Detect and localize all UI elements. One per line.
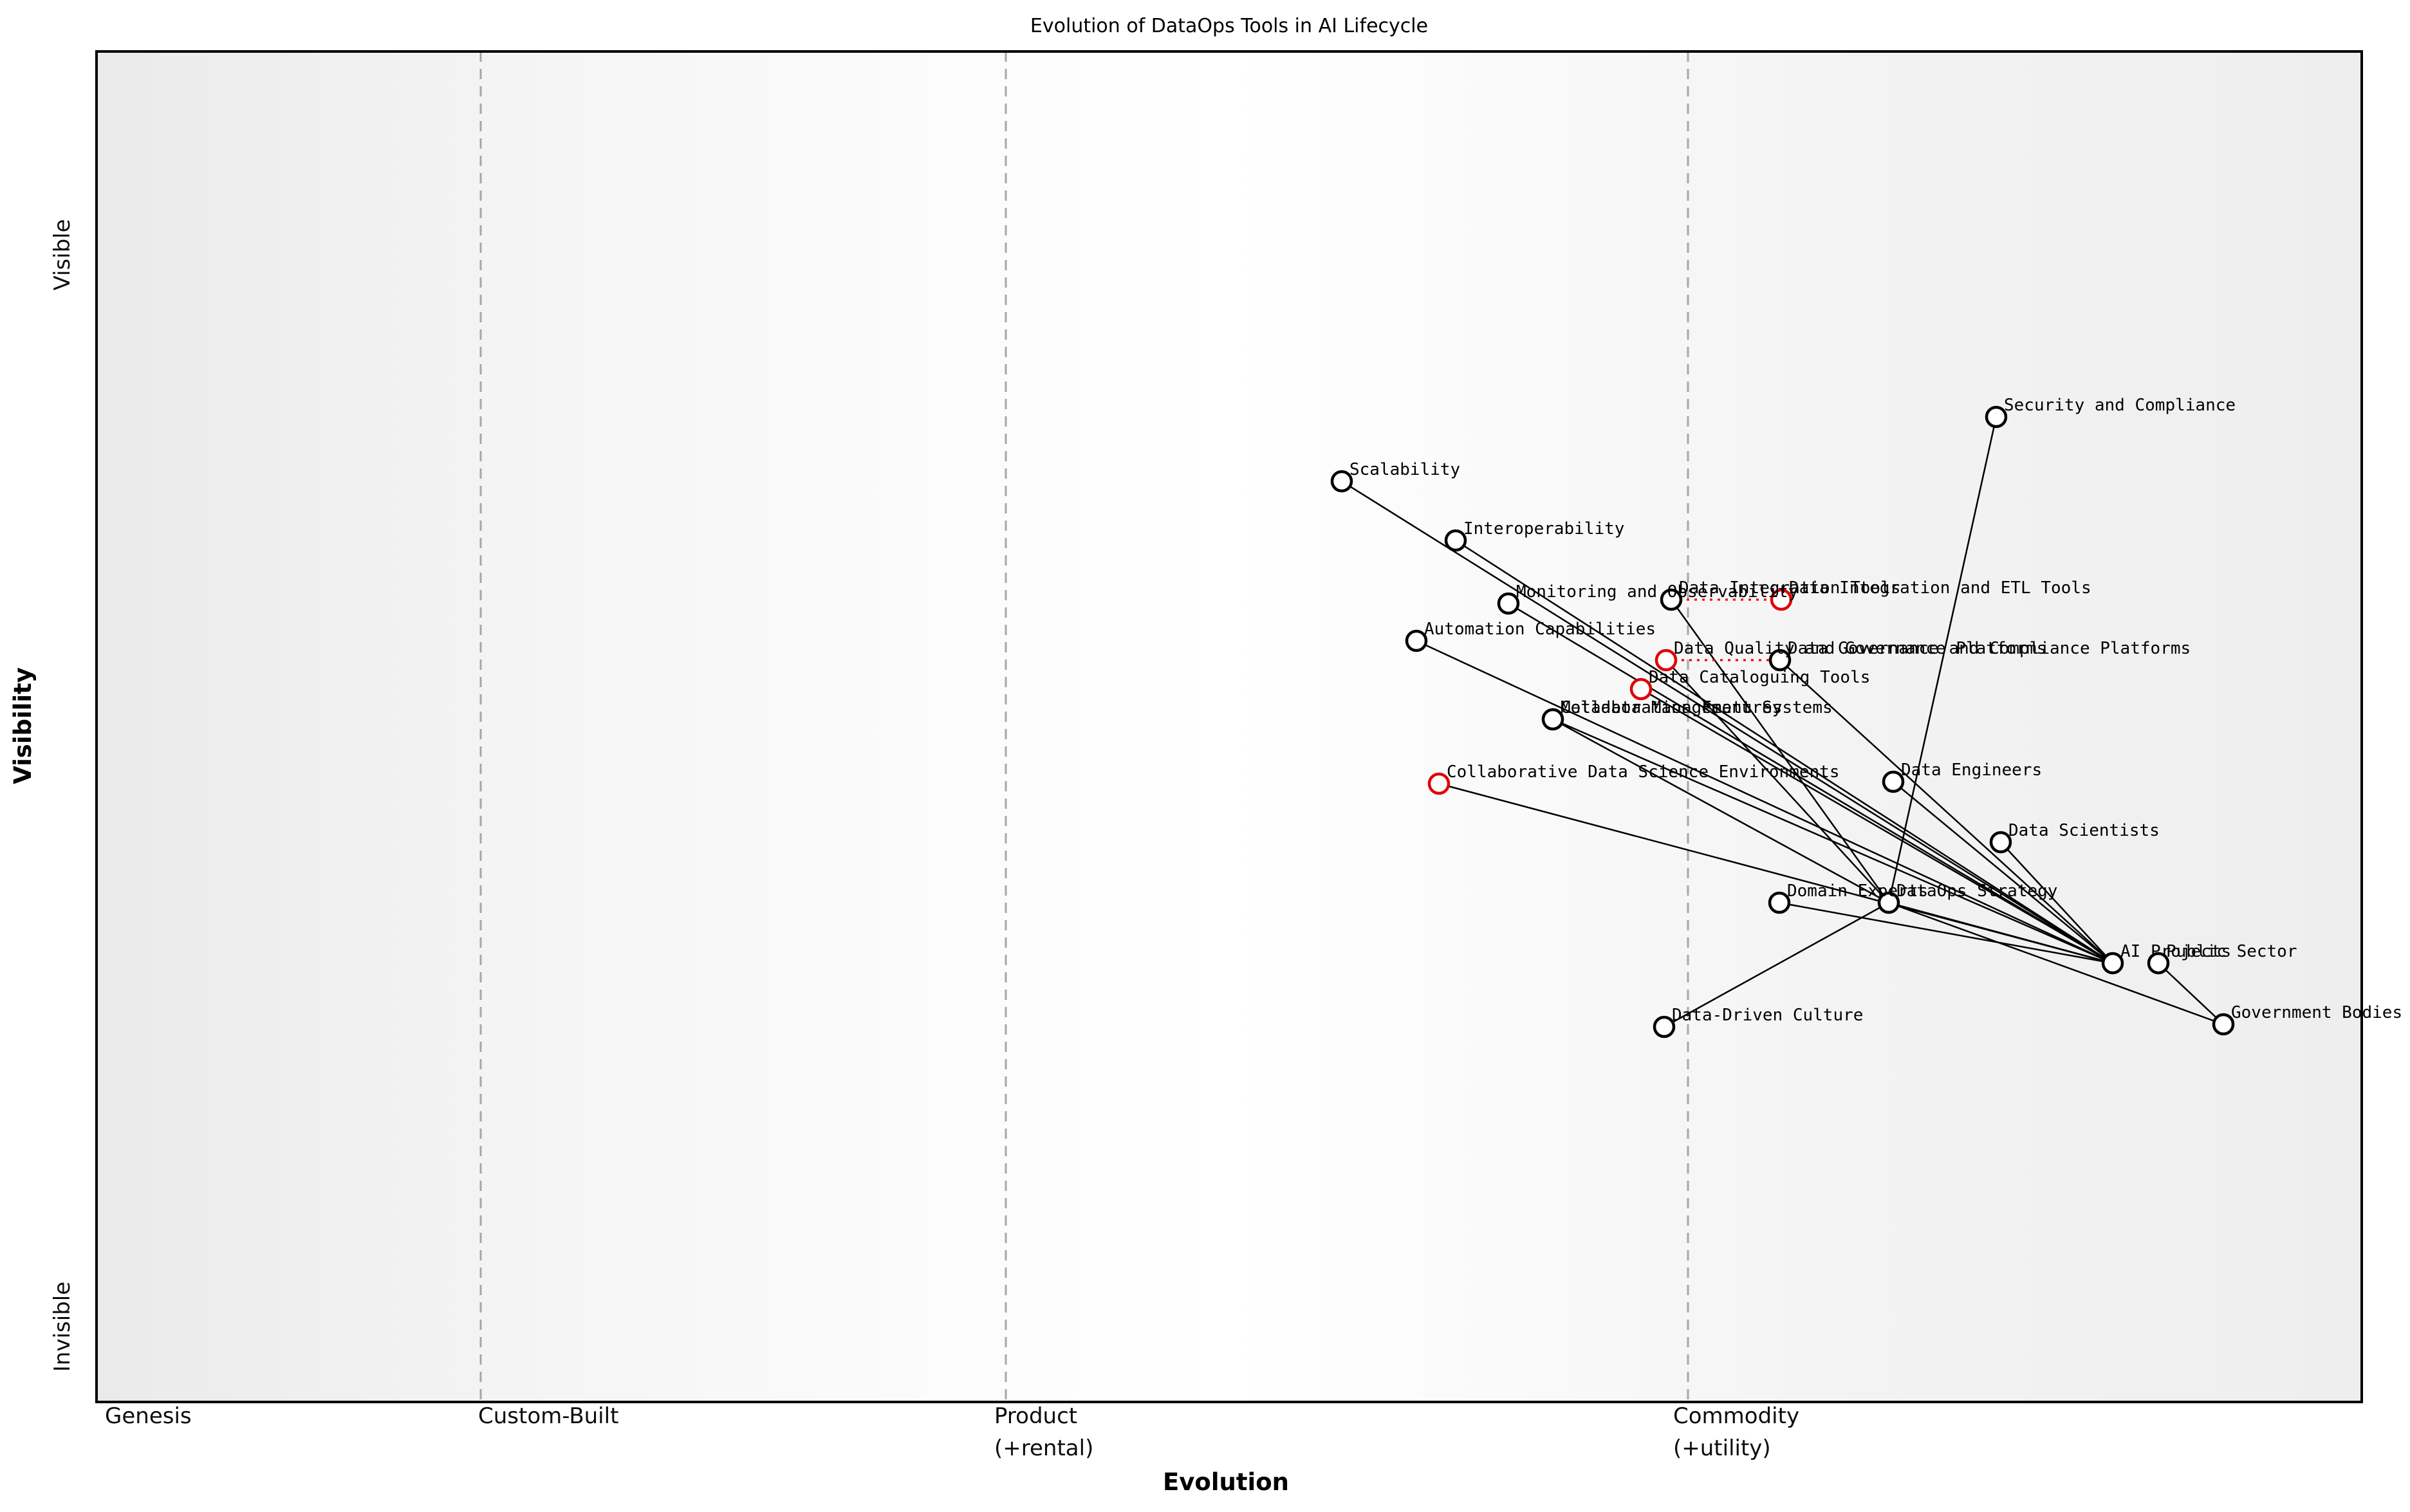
node-data-integration-and-etl-tools (1770, 588, 1793, 611)
edge (1416, 640, 2113, 964)
plot-border (95, 50, 2363, 1403)
edge (1552, 718, 1889, 904)
node-data-engineers (1882, 770, 1905, 793)
edge (1779, 901, 2113, 964)
stage-sublabel: (+rental) (994, 1435, 1093, 1461)
y-tick-invisible: Invisible (50, 1282, 75, 1372)
stage-boundary-lines (479, 51, 1689, 1402)
edge (1640, 688, 2113, 964)
node-label: Monitoring and Observability (1516, 582, 1798, 602)
node-data-integration-tools (1660, 588, 1683, 611)
node-labels: Security and Compliance Scalability Intero… (1349, 396, 2402, 1025)
stage-label: Product (994, 1403, 1077, 1429)
node-label: Data-Driven Culture (1672, 1006, 1863, 1025)
dependency-edges (1341, 416, 2224, 1028)
y-tick-visible: Visible (50, 219, 75, 290)
node-security-and-compliance (1985, 405, 2008, 429)
node-label: Metadata Management Systems (1561, 698, 1833, 717)
node-label: Collaborative Data Science Environments (1447, 762, 1839, 782)
edge (1665, 659, 1889, 903)
edge (1888, 901, 2113, 964)
edge (1887, 416, 1998, 903)
x-axis-stage-labels: Genesis Custom-Built Product (+rental) Commo… (105, 1403, 1799, 1461)
node-dataops-strategy (1877, 891, 1900, 914)
node-label: Data Quality and Governance Platforms (1674, 639, 2046, 658)
node-label: Data Scientists (2008, 821, 2160, 840)
y-axis-title: Visibility (9, 667, 37, 784)
map-nodes (1330, 405, 2235, 1038)
edge (1893, 781, 2113, 964)
node-label: Collaboration Features (1561, 698, 1782, 717)
edge (1508, 602, 2113, 964)
node-automation-capabilities (1405, 629, 1428, 652)
node-ai-projects (2101, 952, 2124, 975)
node-domain-experts (1768, 891, 1791, 914)
node-label: Automation Capabilities (1424, 620, 1656, 639)
edge (2158, 963, 2224, 1025)
node-scalability (1330, 470, 1353, 493)
node-label: Data Integration and ETL Tools (1789, 578, 2091, 598)
node-label: Interoperability (1463, 519, 1624, 539)
chart-title: Evolution of DataOps Tools in AI Lifecyc… (1030, 15, 1428, 37)
node-label: Data Integration Tools (1679, 578, 1900, 598)
node-label: AI Projects (2120, 942, 2231, 961)
edge (2000, 842, 2113, 964)
edge (1455, 539, 2113, 964)
edge (1779, 659, 2113, 964)
node-label: Security and Compliance (2004, 396, 2236, 415)
plot-background (97, 51, 2362, 1402)
node-data-scientists (1989, 831, 2012, 854)
x-axis-title: Evolution (1163, 1468, 1289, 1496)
evolve-links (1666, 598, 1781, 661)
node-interoperability (1444, 529, 1467, 552)
node-label: Data Cataloguing Tools (1649, 668, 1870, 687)
node-data-cataloguing-tools (1629, 678, 1653, 701)
node-label: Scalability (1349, 460, 1460, 479)
node-collaboration-features (1541, 708, 1564, 731)
node-government-bodies (2212, 1013, 2235, 1036)
node-public-sector (2147, 952, 2170, 975)
node-label: DataOps Strategy (1896, 881, 2057, 901)
edge (1664, 901, 1889, 1028)
node-label: Data Engineers (1901, 761, 2042, 780)
node-monitoring-and-observability (1497, 592, 1520, 615)
node-data-driven-culture (1653, 1015, 1676, 1038)
node-label: Government Bodies (2231, 1003, 2402, 1022)
stage-label: Custom-Built (478, 1403, 618, 1429)
node-data-quality-and-governance-platforms (1655, 649, 1678, 672)
node-label: Data Governance and Compliance Platforms (1788, 639, 2191, 658)
edge (1888, 901, 2224, 1026)
edge (1670, 599, 1890, 903)
stage-label: Commodity (1673, 1403, 1799, 1429)
node-collaborative-data-science-environments (1427, 772, 1451, 795)
stage-label: Genesis (105, 1403, 192, 1429)
stage-sublabel: (+utility) (1673, 1435, 1771, 1461)
node-data-governance-and-compliance-platforms (1768, 649, 1792, 672)
node-label: Domain Experts (1787, 881, 1928, 901)
edge (1341, 480, 2113, 964)
node-label: Public Sector (2166, 942, 2297, 961)
